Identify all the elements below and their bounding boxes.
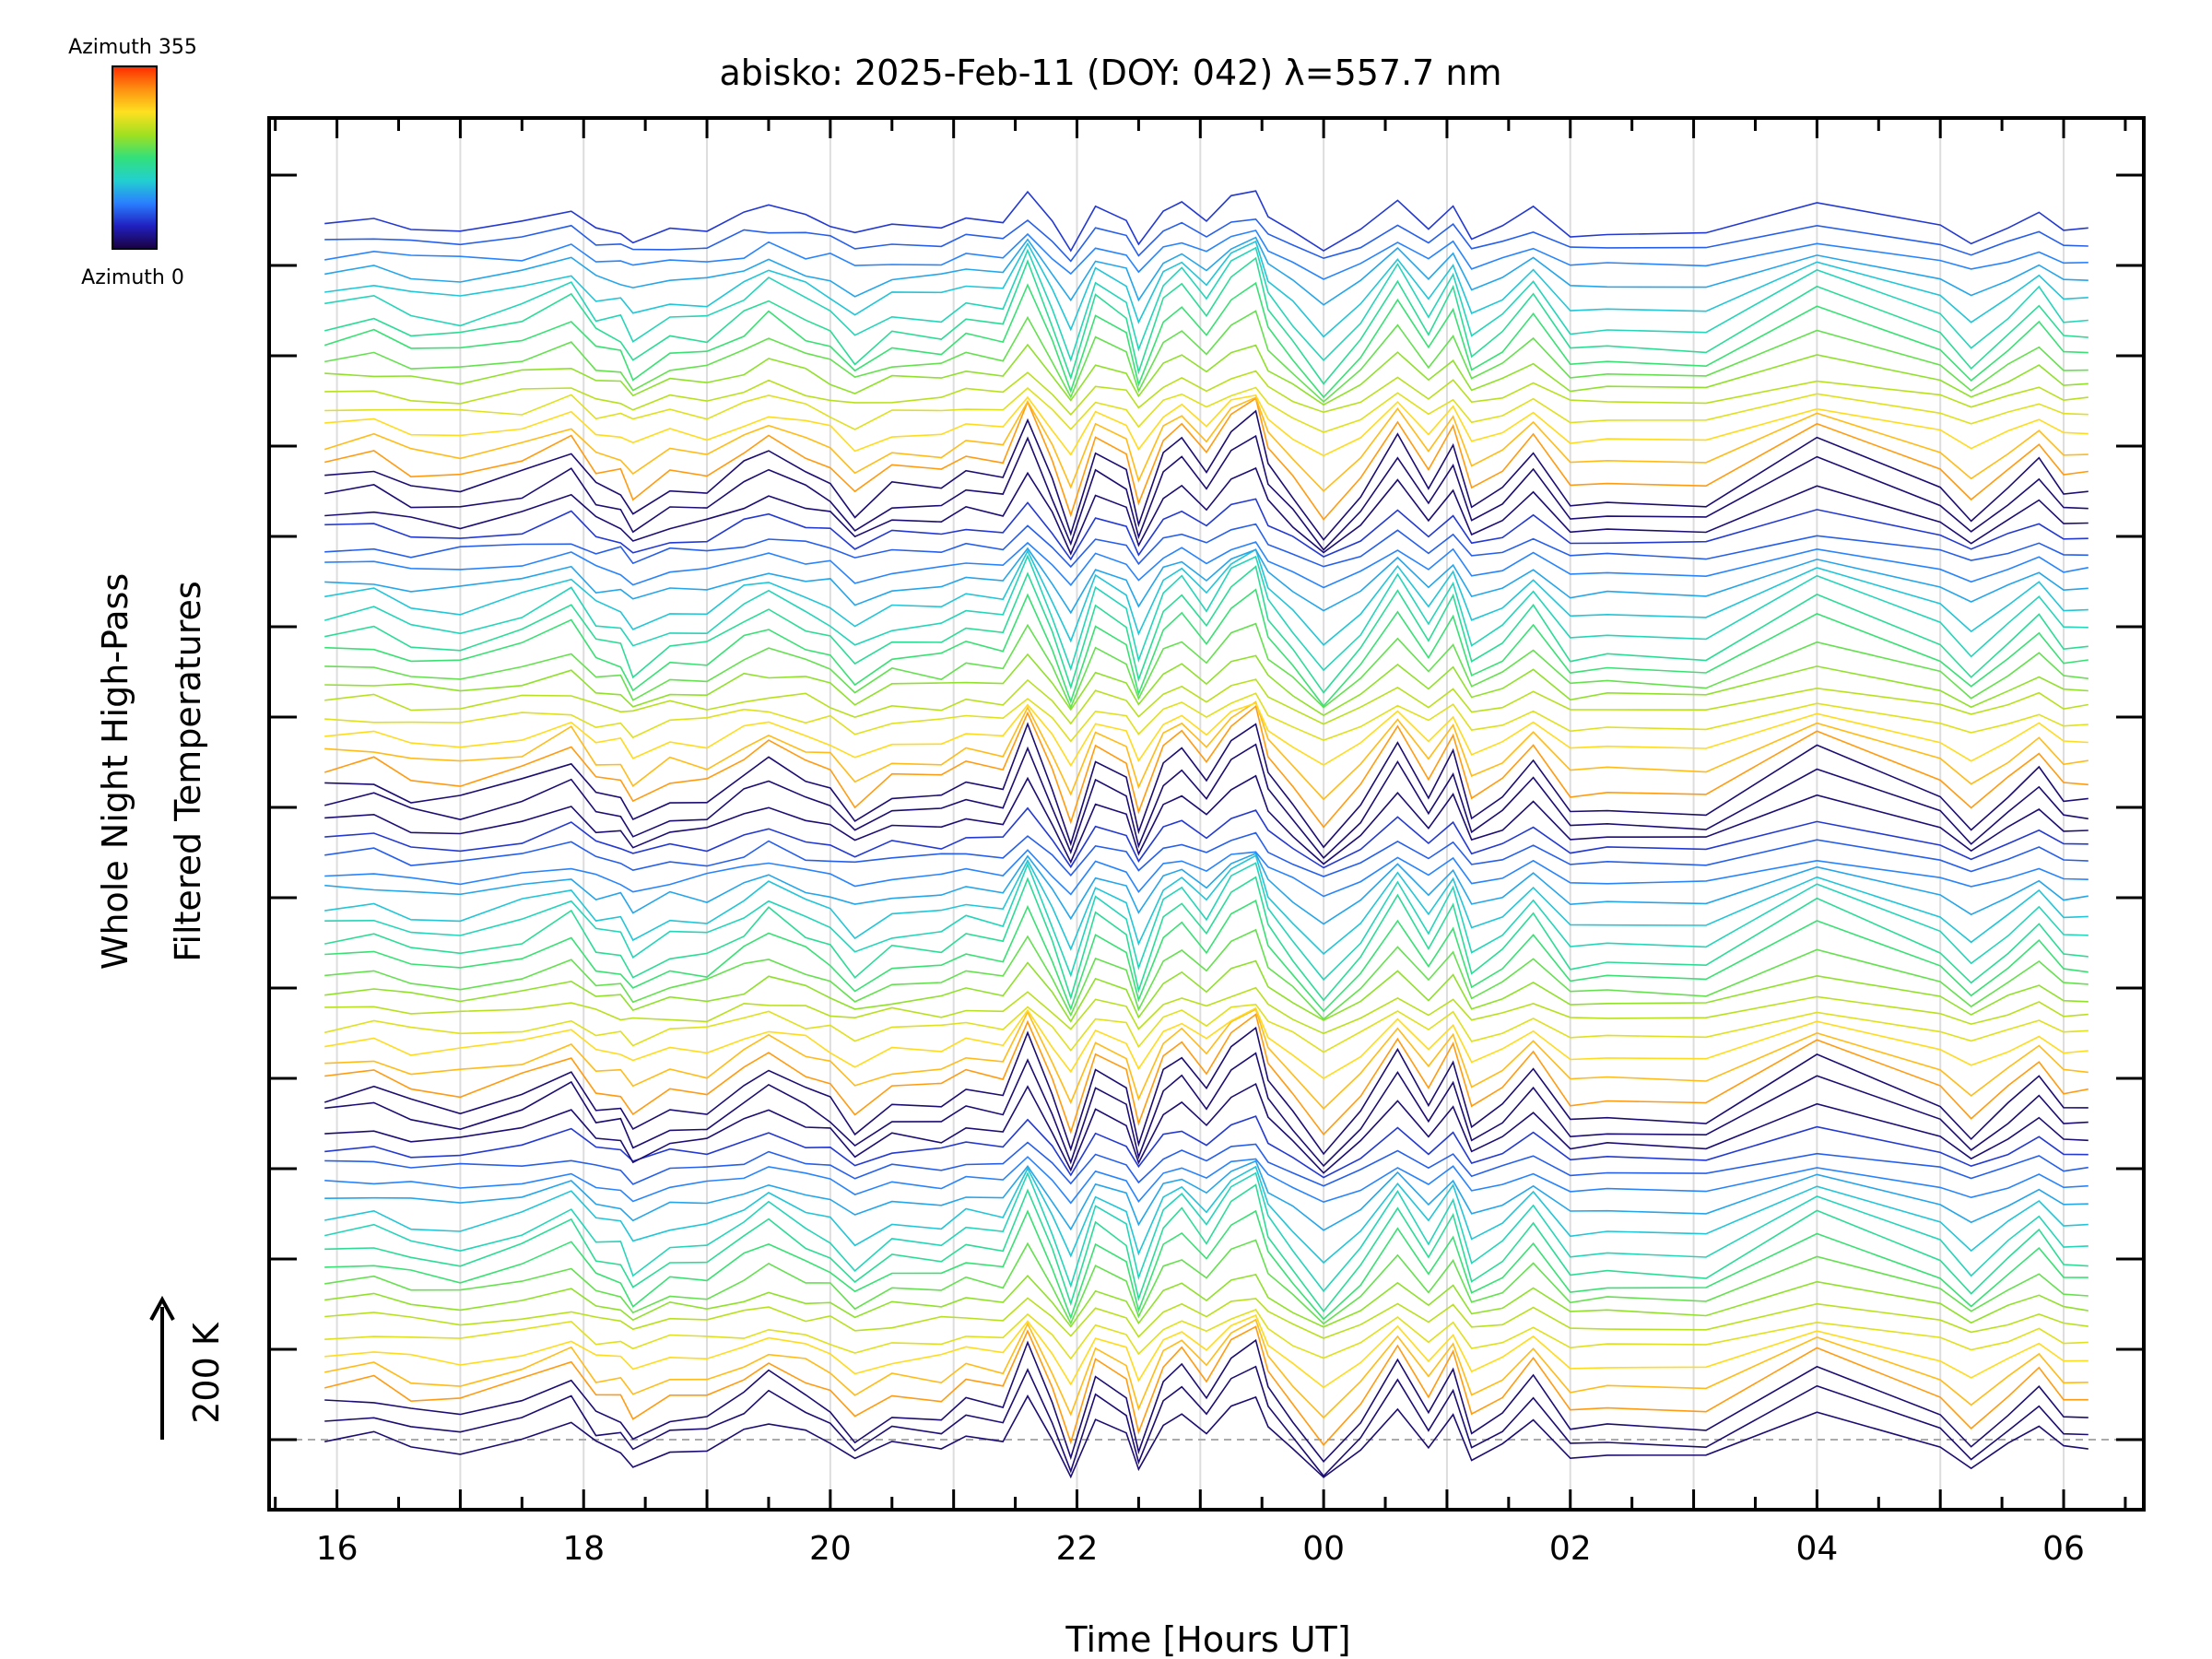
series-line	[324, 588, 2088, 708]
series-line	[324, 554, 2088, 672]
series-line	[324, 190, 2088, 253]
series-line	[324, 548, 2088, 646]
grid-lines	[335, 118, 2065, 1510]
series-line	[324, 852, 2088, 925]
series-line	[324, 849, 2088, 898]
series-line	[324, 806, 2088, 869]
series-line	[324, 678, 2088, 725]
series-line	[324, 1318, 2088, 1419]
series-line	[324, 310, 2088, 403]
series-line	[324, 743, 2088, 859]
series-line	[324, 394, 2088, 457]
series-line	[324, 1003, 2088, 1053]
series-line	[324, 653, 2088, 717]
series-line	[324, 370, 2088, 417]
series-line	[324, 409, 2088, 541]
series-line	[324, 722, 2088, 849]
x-tick-labels: 16 18 20 22 00 02 04 06	[316, 1530, 2085, 1568]
series-line	[324, 229, 2088, 280]
series-line	[324, 1007, 2088, 1110]
series-line	[324, 1338, 2088, 1464]
plot-frame	[267, 116, 2146, 1512]
series-line	[324, 1082, 2088, 1174]
series-line	[324, 218, 2088, 263]
series-line	[324, 1309, 2088, 1360]
series-line	[324, 1052, 2088, 1168]
series-line	[324, 900, 2088, 1013]
series-line	[324, 1325, 2088, 1446]
series-line	[324, 1156, 2088, 1205]
y-axis-label-line2: Filtered Temperatures	[168, 581, 208, 961]
series-line	[324, 862, 2088, 982]
series-line	[324, 236, 2088, 306]
series-line	[324, 240, 2088, 338]
series-line	[324, 622, 2088, 710]
series-line	[324, 1141, 2088, 1187]
series-line	[324, 1165, 2088, 1265]
series-line	[324, 547, 2088, 615]
series-line	[324, 1026, 2088, 1156]
series-line	[324, 523, 2088, 569]
series-line	[324, 1013, 2088, 1136]
colorbar-top-label: Azimuth 355	[68, 36, 197, 59]
series-line	[324, 1314, 2088, 1389]
series-line	[324, 1365, 2088, 1477]
series-line	[324, 1159, 2088, 1231]
series-line	[324, 466, 2088, 556]
series-line	[324, 1006, 2088, 1080]
series-line	[324, 434, 2088, 551]
x-tick-label: 04	[1795, 1530, 1838, 1568]
series-line	[324, 701, 2088, 768]
scale-arrow	[149, 1295, 175, 1440]
series-line	[324, 774, 2088, 865]
series-line	[324, 386, 2088, 433]
x-tick-label: 06	[2042, 1530, 2085, 1568]
series-line	[324, 1171, 2088, 1293]
series-line	[324, 959, 2088, 1023]
series-line	[324, 281, 2088, 399]
series-line	[324, 1239, 2088, 1325]
series-line	[324, 928, 2088, 1020]
series-line	[324, 498, 2088, 561]
colorbar-bottom-label: Azimuth 0	[81, 266, 184, 289]
x-tick-label: 18	[562, 1530, 605, 1568]
series-line	[324, 1115, 2088, 1179]
series-group	[324, 190, 2088, 1479]
series-line	[324, 343, 2088, 406]
chart-title: abisko: 2025-Feb-11 (DOY: 042) λ=557.7 n…	[719, 53, 1501, 93]
series-line	[324, 246, 2088, 362]
series-line	[324, 1394, 2088, 1479]
x-axis-label: Time [Hours UT]	[1065, 1619, 1350, 1659]
series-line	[324, 1297, 2088, 1339]
axis-ticks	[269, 118, 2144, 1510]
x-tick-label: 20	[809, 1530, 852, 1568]
series-line	[324, 854, 2088, 955]
series-line	[324, 565, 2088, 694]
series-line	[324, 831, 2088, 877]
series-line	[324, 1273, 2088, 1328]
series-line	[324, 692, 2088, 743]
series-line	[324, 986, 2088, 1035]
series-line	[324, 1209, 2088, 1321]
series-line	[324, 704, 2088, 829]
series-line	[324, 397, 2088, 521]
scale-label: 200 K	[186, 1322, 227, 1424]
x-tick-label: 22	[1056, 1530, 1099, 1568]
colorbar	[112, 65, 158, 250]
x-tick-label: 02	[1549, 1530, 1592, 1568]
series-line	[324, 256, 2088, 385]
x-tick-label: 16	[316, 1530, 359, 1568]
y-axis-label-line1: Whole Night High-Pass	[95, 573, 135, 970]
series-line	[324, 700, 2088, 801]
x-tick-label: 00	[1302, 1530, 1345, 1568]
series-line	[324, 1183, 2088, 1313]
series-line	[324, 541, 2088, 589]
series-line	[324, 876, 2088, 1002]
series-line	[324, 396, 2088, 492]
